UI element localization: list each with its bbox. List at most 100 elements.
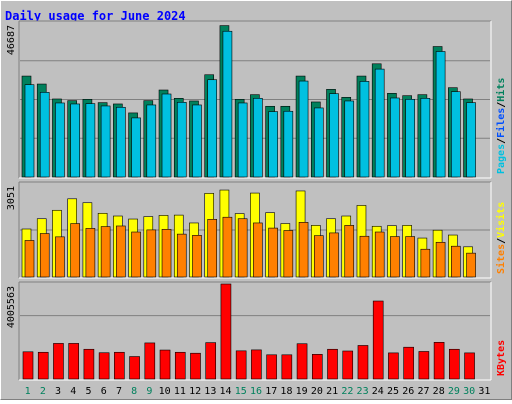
bar-sites-day-15 (237, 218, 248, 278)
bar-kbytes-day-11 (174, 351, 186, 380)
day-label-14: 14 (220, 386, 232, 397)
panel-hits-files-max-label: 46687 (6, 25, 17, 55)
day-label-25: 25 (387, 386, 399, 397)
day-label-12: 12 (189, 386, 201, 397)
day-label-4: 4 (70, 386, 76, 397)
day-label-7: 7 (116, 386, 122, 397)
bar-files-day-28 (435, 51, 446, 178)
bar-files-day-9 (146, 104, 157, 178)
bar-sites-day-30 (466, 252, 476, 278)
bar-files-day-10 (161, 93, 172, 178)
bar-sites-day-28 (435, 241, 446, 278)
bar-kbytes-day-24 (372, 300, 384, 380)
day-label-5: 5 (86, 386, 92, 397)
bar-kbytes-day-19 (296, 343, 308, 380)
bar-files-day-19 (298, 80, 309, 178)
day-label-28: 28 (433, 386, 445, 397)
day-label-30: 30 (463, 386, 475, 397)
panel-kbytes-legend-text: KBytes (496, 340, 507, 376)
panel-hits-files-legend: Pages/Files/Hits (495, 78, 507, 174)
legend-item-files: Files (495, 108, 507, 138)
bar-kbytes-day-30 (464, 352, 475, 380)
panel-visits-sites-legend: Sites/Visits (495, 202, 507, 274)
bar-sites-day-16 (253, 222, 263, 278)
bar-kbytes-day-22 (342, 350, 354, 380)
bar-kbytes-day-10 (159, 349, 171, 380)
bar-sites-day-21 (329, 232, 339, 278)
bar-files-day-15 (237, 102, 248, 178)
day-label-9: 9 (146, 386, 152, 397)
bar-sites-day-3 (55, 236, 65, 278)
bar-sites-day-23 (359, 235, 370, 278)
bar-kbytes-day-20 (311, 354, 323, 380)
bar-kbytes-day-18 (281, 354, 293, 380)
bar-files-day-23 (359, 81, 370, 178)
day-label-15: 15 (235, 386, 247, 397)
day-label-13: 13 (204, 386, 216, 397)
bar-files-day-1 (24, 84, 35, 178)
legend-separator: / (496, 138, 507, 144)
bar-files-day-3 (55, 102, 65, 178)
bar-files-day-12 (192, 104, 202, 178)
bar-sites-day-27 (420, 248, 431, 278)
bar-kbytes-day-7 (114, 351, 125, 380)
bar-sites-day-20 (313, 235, 324, 278)
panel-kbytes-legend: KBytes (496, 340, 507, 376)
legend-separator: / (496, 102, 507, 108)
bar-sites-day-19 (298, 222, 309, 278)
bar-sites-day-13 (207, 219, 218, 278)
day-label-17: 17 (265, 386, 277, 397)
bar-files-day-4 (70, 103, 80, 178)
panel-visits-sites-legend-text: Sites/Visits (495, 202, 507, 274)
day-label-6: 6 (101, 386, 107, 397)
day-label-2: 2 (40, 386, 46, 397)
bar-files-day-24 (374, 68, 385, 178)
bar-kbytes-day-13 (205, 342, 217, 380)
bar-sites-day-1 (24, 240, 35, 278)
day-label-3: 3 (55, 386, 61, 397)
bar-sites-day-24 (374, 231, 385, 278)
bar-kbytes-day-8 (129, 356, 140, 380)
bar-files-day-13 (207, 79, 218, 178)
bar-files-day-2 (39, 92, 50, 178)
bar-files-day-22 (344, 100, 355, 178)
bar-sites-day-25 (390, 236, 400, 278)
day-label-27: 27 (417, 386, 429, 397)
bar-files-day-21 (329, 93, 339, 178)
bar-kbytes-day-15 (235, 350, 247, 380)
day-label-10: 10 (159, 386, 171, 397)
bar-files-day-16 (253, 98, 263, 178)
legend-item-pages: Pages (496, 144, 507, 174)
bar-kbytes-day-16 (251, 349, 262, 380)
bar-sites-day-8 (131, 231, 141, 278)
day-label-24: 24 (372, 386, 384, 397)
panel-visits-sites-max-label: 3051 (6, 186, 17, 210)
day-label-8: 8 (131, 386, 137, 397)
bar-files-day-7 (116, 106, 126, 178)
bar-files-day-30 (466, 102, 476, 178)
bar-files-day-27 (420, 98, 431, 178)
panel-hits-files-legend-text: Pages/Files/Hits (495, 78, 507, 174)
day-label-16: 16 (250, 386, 262, 397)
bar-files-day-18 (283, 110, 294, 178)
bar-kbytes-day-2 (37, 351, 49, 380)
bar-sites-day-6 (100, 226, 111, 278)
bar-sites-day-18 (283, 230, 294, 278)
bar-kbytes-day-14 (220, 283, 232, 380)
bar-sites-day-9 (146, 229, 157, 278)
bar-files-day-17 (268, 111, 278, 178)
bar-sites-day-11 (176, 233, 187, 278)
bar-files-day-11 (176, 102, 187, 178)
bar-sites-day-17 (268, 227, 278, 278)
bar-kbytes-day-27 (418, 351, 430, 380)
bar-sites-day-5 (85, 228, 96, 278)
bar-sites-day-22 (344, 225, 355, 278)
legend-item-visits: Visits (495, 202, 507, 238)
bar-files-day-8 (131, 117, 141, 178)
bar-files-day-14 (222, 30, 233, 178)
bar-kbytes-day-5 (83, 348, 95, 380)
bar-kbytes-day-6 (98, 352, 110, 380)
bar-kbytes-day-17 (266, 354, 277, 380)
bar-kbytes-day-28 (433, 342, 445, 380)
